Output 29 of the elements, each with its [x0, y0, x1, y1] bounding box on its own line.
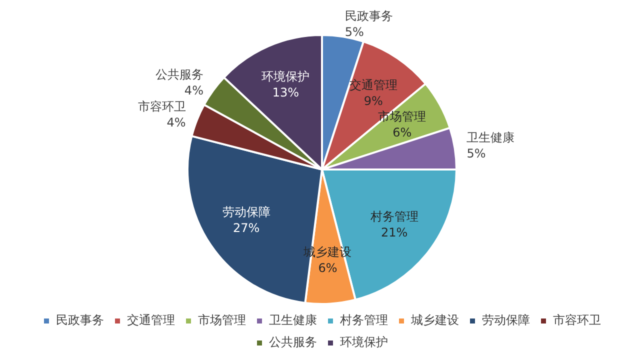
data-label: 5% — [466, 146, 486, 161]
data-label: 4% — [166, 116, 186, 130]
legend-label: 环境保护 — [340, 335, 388, 350]
slice-label: 村务管理 — [369, 210, 418, 224]
legend-label: 市场管理 — [198, 313, 246, 328]
slice-label: 交通管理 — [349, 78, 398, 92]
slice-label: 卫生健康 — [466, 130, 515, 145]
slice-label: 市场管理 — [378, 110, 426, 124]
legend-label: 交通管理 — [127, 313, 175, 328]
legend-label: 公共服务 — [269, 335, 317, 350]
data-label: 5% — [344, 24, 364, 39]
legend-label: 村务管理 — [339, 313, 388, 328]
slice-label: 公共服务 — [155, 68, 204, 82]
legend-label: 城乡建设 — [410, 313, 459, 328]
slice-label: 民政事务 — [344, 8, 393, 23]
slice-label: 环境保护 — [262, 70, 310, 84]
data-label: 9% — [364, 94, 383, 108]
data-label: 13% — [272, 86, 300, 100]
legend-label: 民政事务 — [56, 313, 104, 328]
data-label: 6% — [318, 260, 338, 275]
legend-label: 市容环卫 — [553, 313, 601, 328]
legend-label: 卫生健康 — [269, 313, 317, 328]
slice-label: 市容环卫 — [138, 100, 186, 114]
data-label: 6% — [392, 126, 412, 140]
slice-label: 劳动保障 — [222, 205, 270, 220]
data-label: 27% — [233, 221, 260, 236]
data-label: 4% — [184, 84, 204, 98]
legend-label: 劳动保障 — [482, 313, 530, 328]
data-label: 21% — [380, 226, 408, 240]
